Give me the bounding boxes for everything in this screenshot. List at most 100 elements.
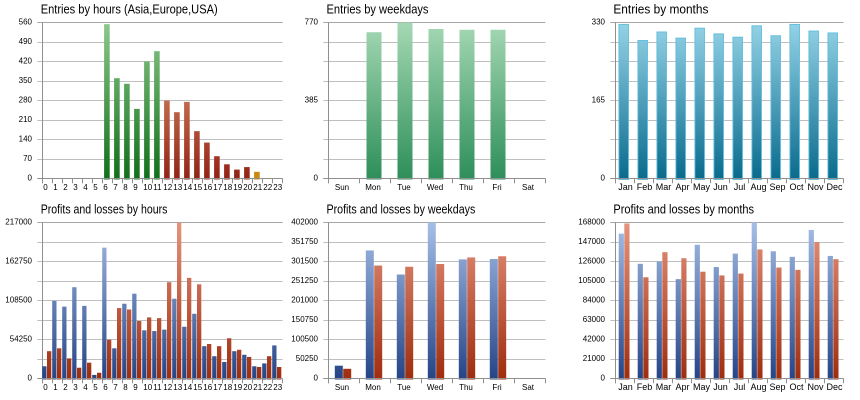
svg-text:385: 385	[305, 95, 319, 104]
svg-text:6: 6	[103, 183, 108, 192]
svg-text:0: 0	[601, 173, 606, 182]
svg-text:Sat: Sat	[522, 183, 535, 192]
svg-text:Entries by hours (Asia,Europe,: Entries by hours (Asia,Europe,USA)	[41, 2, 218, 16]
svg-text:Thu: Thu	[459, 383, 473, 392]
svg-text:0: 0	[314, 373, 319, 382]
svg-text:2: 2	[63, 383, 68, 392]
svg-text:Fri: Fri	[492, 183, 502, 192]
svg-text:Tue: Tue	[397, 383, 411, 392]
svg-text:Apr: Apr	[675, 182, 689, 192]
svg-text:Jan: Jan	[618, 382, 633, 392]
svg-text:16: 16	[203, 183, 212, 192]
svg-text:490: 490	[19, 37, 33, 46]
svg-text:351750: 351750	[291, 237, 318, 246]
svg-text:13: 13	[173, 183, 182, 192]
svg-text:Wed: Wed	[427, 183, 443, 192]
svg-text:Dec: Dec	[826, 182, 843, 192]
svg-text:Oct: Oct	[789, 382, 804, 392]
svg-text:Sun: Sun	[335, 183, 349, 192]
svg-text:560: 560	[19, 17, 33, 26]
svg-text:165: 165	[592, 95, 606, 104]
svg-text:14: 14	[183, 383, 192, 392]
svg-text:12: 12	[163, 383, 172, 392]
svg-text:21: 21	[253, 383, 262, 392]
svg-text:May: May	[693, 182, 711, 192]
svg-text:19: 19	[233, 383, 242, 392]
svg-text:Aug: Aug	[750, 182, 766, 192]
svg-text:10: 10	[143, 383, 152, 392]
svg-text:108500: 108500	[5, 295, 32, 304]
svg-text:Jan: Jan	[618, 182, 633, 192]
svg-text:21: 21	[253, 183, 262, 192]
svg-text:50250: 50250	[296, 354, 319, 363]
svg-text:0: 0	[43, 383, 48, 392]
svg-text:11: 11	[153, 183, 162, 192]
svg-text:Fri: Fri	[492, 383, 502, 392]
svg-text:6: 6	[103, 383, 108, 392]
svg-text:0: 0	[28, 373, 33, 382]
svg-text:16: 16	[203, 383, 212, 392]
svg-text:Apr: Apr	[675, 382, 689, 392]
svg-text:Nov: Nov	[807, 382, 824, 392]
svg-text:3: 3	[73, 183, 78, 192]
svg-text:Feb: Feb	[637, 182, 653, 192]
svg-text:Sep: Sep	[769, 382, 785, 392]
svg-text:217000: 217000	[5, 217, 32, 226]
svg-text:70: 70	[23, 154, 32, 163]
svg-text:2: 2	[63, 183, 68, 192]
svg-text:21000: 21000	[583, 354, 606, 363]
svg-text:251250: 251250	[291, 276, 318, 285]
svg-text:210: 210	[19, 115, 33, 124]
svg-text:Sat: Sat	[522, 383, 535, 392]
svg-text:150750: 150750	[291, 315, 318, 324]
svg-text:0: 0	[43, 183, 48, 192]
svg-text:350: 350	[19, 76, 33, 85]
svg-text:162750: 162750	[5, 256, 32, 265]
svg-text:63000: 63000	[583, 315, 606, 324]
svg-text:201000: 201000	[291, 295, 318, 304]
svg-text:22: 22	[263, 383, 272, 392]
svg-text:140: 140	[19, 134, 33, 143]
svg-text:7: 7	[113, 383, 118, 392]
svg-text:5: 5	[93, 183, 98, 192]
svg-text:100500: 100500	[291, 334, 318, 343]
svg-text:0: 0	[28, 173, 33, 182]
svg-text:84000: 84000	[583, 295, 606, 304]
svg-text:Sun: Sun	[335, 383, 349, 392]
svg-text:15: 15	[193, 383, 202, 392]
svg-text:11: 11	[153, 383, 162, 392]
svg-text:18: 18	[223, 383, 232, 392]
svg-text:Sep: Sep	[769, 182, 785, 192]
svg-text:330: 330	[592, 17, 606, 26]
svg-text:18: 18	[223, 183, 232, 192]
svg-text:23: 23	[273, 183, 282, 192]
svg-text:Jun: Jun	[713, 182, 728, 192]
svg-text:Dec: Dec	[826, 382, 843, 392]
svg-text:9: 9	[133, 383, 138, 392]
svg-text:20: 20	[243, 183, 252, 192]
svg-text:402000: 402000	[291, 217, 318, 226]
svg-text:Profits and losses by weekdays: Profits and losses by weekdays	[327, 202, 476, 216]
svg-text:23: 23	[273, 383, 282, 392]
svg-text:12: 12	[163, 183, 172, 192]
svg-text:3: 3	[73, 383, 78, 392]
svg-text:22: 22	[263, 183, 272, 192]
svg-text:8: 8	[123, 183, 128, 192]
svg-text:770: 770	[305, 17, 319, 26]
svg-text:May: May	[693, 382, 711, 392]
svg-text:0: 0	[314, 173, 319, 182]
svg-text:20: 20	[243, 383, 252, 392]
svg-text:Nov: Nov	[807, 182, 824, 192]
svg-text:10: 10	[143, 183, 152, 192]
svg-text:Entries by months: Entries by months	[613, 2, 708, 16]
svg-text:1: 1	[53, 383, 58, 392]
svg-text:1: 1	[53, 183, 58, 192]
svg-text:7: 7	[113, 183, 118, 192]
svg-text:4: 4	[83, 183, 88, 192]
svg-text:15: 15	[193, 183, 202, 192]
svg-text:17: 17	[213, 383, 222, 392]
svg-text:420: 420	[19, 56, 33, 65]
svg-text:17: 17	[213, 183, 222, 192]
svg-text:Mon: Mon	[365, 383, 381, 392]
svg-text:Profits and losses by hours: Profits and losses by hours	[41, 202, 168, 216]
